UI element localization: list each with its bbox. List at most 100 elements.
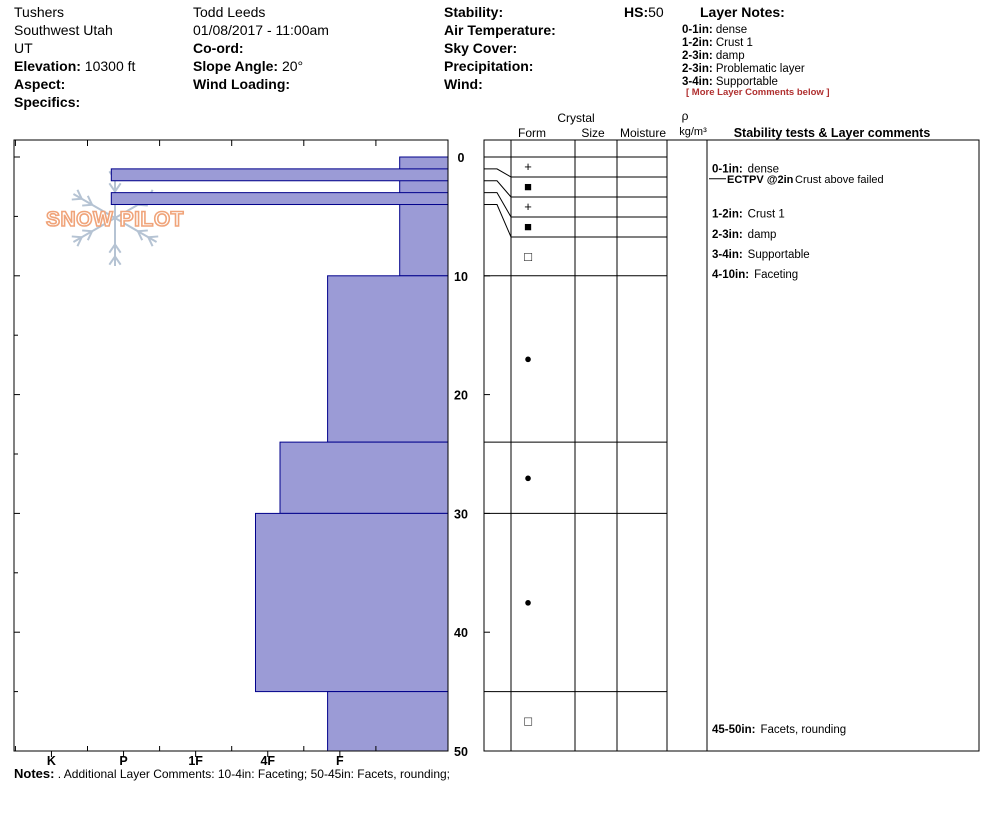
layer-note-depth: 1-2in: [682,37,713,49]
hs-value: 50 [648,4,664,20]
layer-note-text: Problematic layer [715,63,805,75]
layer-comment-depth: 3-4in: [712,249,743,261]
notes-text: . Additional Layer Comments: 10-4in: Fac… [57,767,451,781]
snowflake-branch [114,255,122,266]
grain-symbol: □ [524,713,532,728]
depth-tick-label: 50 [454,745,468,759]
depth-tick-label: 20 [454,389,468,403]
layer-comment-text: Crust 1 [748,209,785,221]
layer-note-text: Supportable [715,76,778,88]
layer-comment-depth: 0-1in: [712,163,743,175]
datetime: 01/08/2017 - 11:00am [193,22,329,38]
profile-columns [510,140,708,751]
layer-note-text: Crust 1 [715,37,753,49]
hardness-tick-label: 4F [260,754,275,768]
hs-label: HS: [624,4,649,20]
layer-comment-depth: 45-50in: [712,724,755,736]
snowflake-branch [82,203,93,207]
layer-note: 1-2in: Crust 1 [682,37,753,50]
layer-note-text: dense [715,24,748,36]
more-comments-link[interactable]: [ More Layer Comments below ] [686,87,830,98]
layer-comment-depth: 4-10in: [712,269,749,281]
snowflake-branch [108,255,116,266]
slope-value: 20° [281,58,304,74]
layer-note: 2-3in: Problematic layer [682,63,805,76]
stability-test-label: ECTPV @2in [727,174,794,186]
hs-row: HS:50 [624,3,664,21]
layer-comment: 0-1in: dense [712,163,779,175]
layer-note-text: damp [715,50,745,62]
snowflake-branch [71,235,82,239]
stability-header: Stability tests & Layer comments [734,126,931,140]
slope-row: Slope Angle: 20° [193,57,303,75]
layer-note-depth: 2-3in: [682,63,713,75]
hardness-bar [254,512,449,693]
state: UT [14,40,33,56]
layer-comment-text: Facets, rounding [760,724,846,736]
layer-connector [491,180,512,198]
hardness-axis: IKP1F4FF [14,140,449,768]
moisture-header: Moisture [620,126,666,140]
hardness-tick-label: F [336,754,344,768]
grain-symbol: + [524,159,532,174]
hardness-bar [279,441,449,514]
layer-note-depth: 0-1in: [682,24,713,36]
layer-comment-depth: 2-3in: [712,229,743,241]
snowpilot-logo: SNOW PILOT [45,170,184,266]
coord-label: Co-ord: [193,40,244,56]
precip-label: Precipitation: [444,58,534,74]
logo-text: SNOW PILOT [46,208,184,231]
depth-tick-label: 0 [458,151,465,165]
air-temp-label: Air Temperature: [444,22,556,38]
grain-symbol: ● [524,470,532,485]
layer-comment: 2-3in: damp [712,229,776,241]
rho-header: ρ [682,109,689,123]
depth-tick-label: 40 [454,626,468,640]
wind-loading-label: Wind Loading: [193,76,291,92]
layer-connector [491,192,512,218]
crystal-header: Crystal [557,111,594,125]
layer-note-depth: 3-4in: [682,76,713,88]
layer-notes-title: Layer Notes: [700,4,785,20]
snowflake-branch [71,197,82,201]
grain-symbol: ■ [524,179,532,194]
snowflake-branch [76,189,83,200]
grain-symbol: ● [524,351,532,366]
specifics-label: Specifics: [14,94,81,110]
grain-symbols: + ■ + ■ □ ● ● ● □ [524,159,532,728]
elevation-label: Elevation: [14,58,81,74]
layer-connector [491,204,512,238]
hardness-bar [110,192,449,206]
layer-comment-text: Faceting [754,269,798,281]
hardness-plot-frame [13,139,449,752]
grain-symbol: ■ [524,219,532,234]
hardness-tick-label: P [119,754,127,768]
layer-comment: 4-10in: Faceting [712,269,798,281]
form-header: Form [518,126,546,140]
snowflake-branch [82,229,93,233]
sky-cover-label: Sky Cover: [444,40,518,56]
snowflake-branch [86,230,94,241]
slope-label: Slope Angle: [193,58,279,74]
snowflake-branch [136,230,144,241]
profile-column-headers: Crystal Form Size Moisture ρ kg/m³ Stabi… [518,109,930,140]
hardness-bar [327,691,449,752]
region: Southwest Utah [14,22,113,38]
profile-table-frame [483,139,980,752]
density-unit-header: kg/m³ [679,126,707,138]
layer-note-depth: 2-3in: [682,50,713,62]
elevation-value: 10300 ft [84,58,136,74]
snowflake-branch [108,243,116,254]
observer: Todd Leeds [193,4,266,20]
depth-axis: 0 10 20 30 40 50 [14,151,490,759]
grain-symbol: □ [524,249,532,264]
layer-boundaries [484,156,667,752]
hardness-bars [110,156,449,752]
hardness-tick-label: 1F [188,754,203,768]
size-header: Size [581,126,605,140]
wind-label: Wind: [444,76,483,92]
layer-note: 3-4in: Supportable [682,76,778,89]
layer-comment-text: dense [748,163,779,175]
snowflake-branch [108,182,116,193]
